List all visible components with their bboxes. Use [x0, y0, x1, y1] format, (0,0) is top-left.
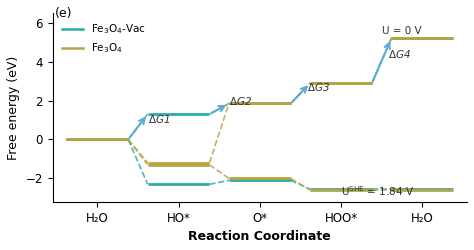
Text: $\Delta$G4: $\Delta$G4	[388, 48, 411, 60]
Text: U$^{\rm SHE}$ = 1.84 V: U$^{\rm SHE}$ = 1.84 V	[341, 184, 414, 198]
Text: $\Delta$G2: $\Delta$G2	[229, 96, 252, 108]
X-axis label: Reaction Coordinate: Reaction Coordinate	[189, 230, 331, 243]
Legend: Fe$_3$O$_4$-Vac, Fe$_3$O$_4$: Fe$_3$O$_4$-Vac, Fe$_3$O$_4$	[58, 18, 150, 59]
Text: $\Delta$G1: $\Delta$G1	[148, 113, 170, 125]
Text: (e): (e)	[55, 7, 73, 20]
Text: U = 0 V: U = 0 V	[382, 26, 421, 36]
Text: $\Delta$G3: $\Delta$G3	[307, 81, 330, 93]
Y-axis label: Free energy (eV): Free energy (eV)	[7, 55, 20, 160]
